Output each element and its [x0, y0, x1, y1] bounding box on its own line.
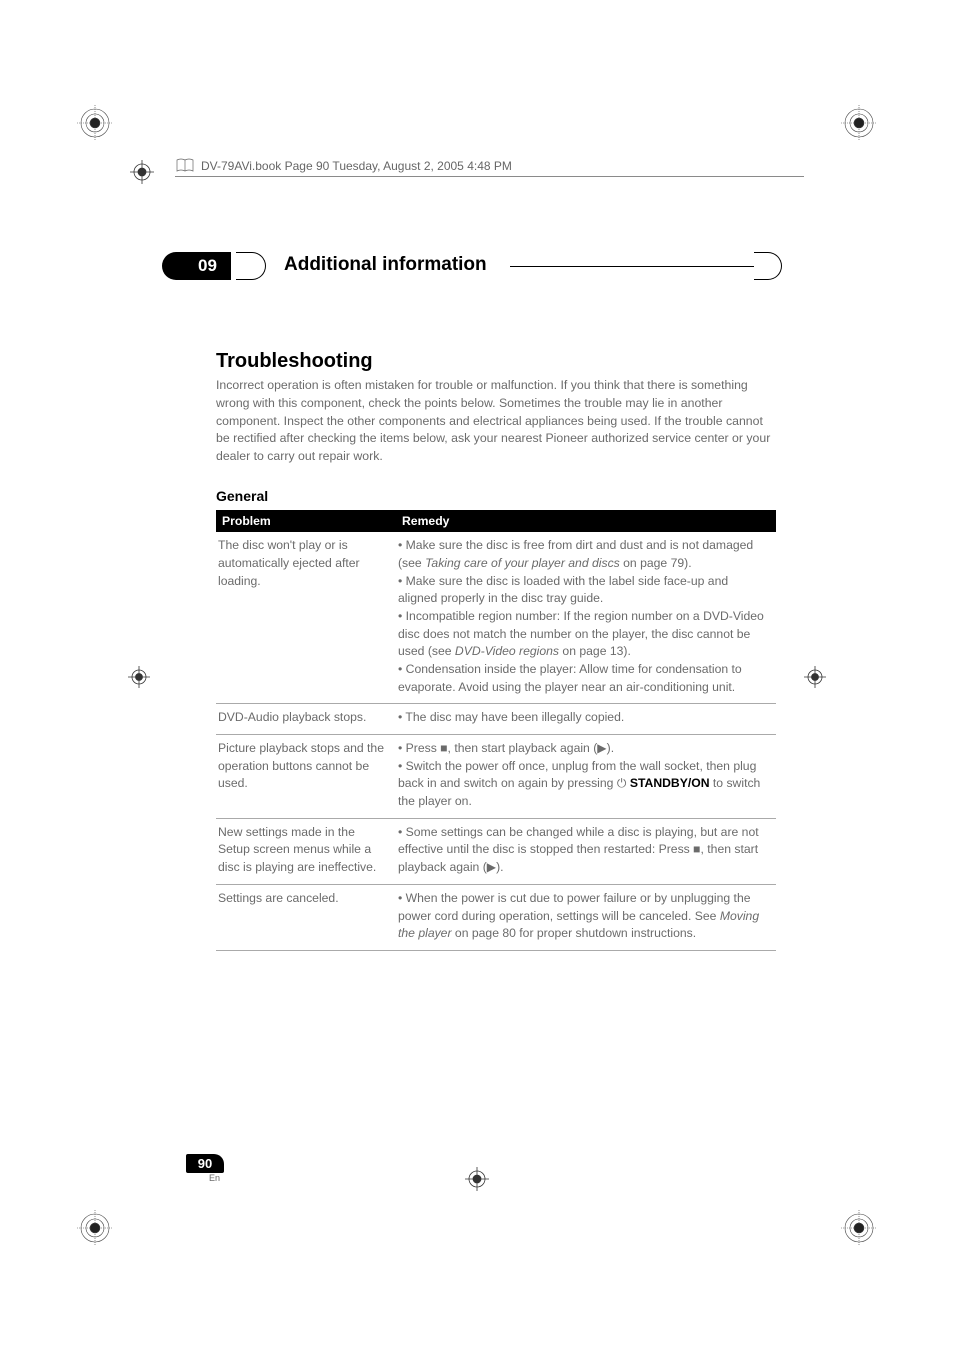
content-area: Troubleshooting Incorrect operation is o… [216, 350, 776, 951]
page-number: 90 [186, 1154, 224, 1173]
chapter-curve [236, 252, 266, 280]
section-header: 09 Additional information [130, 252, 824, 280]
section-header-rule [510, 266, 764, 267]
col-problem: Problem [216, 510, 396, 532]
remedy-cell: • Make sure the disc is free from dirt a… [396, 532, 776, 704]
problem-cell: Picture playback stops and the operation… [216, 735, 396, 819]
reg-mark-tr [838, 102, 880, 144]
remedy-cell: • Some settings can be changed while a d… [396, 818, 776, 884]
book-header-text: DV-79AVi.book Page 90 Tuesday, August 2,… [201, 159, 512, 173]
book-header: DV-79AVi.book Page 90 Tuesday, August 2,… [175, 158, 804, 177]
crop-mark-bottom [465, 1167, 489, 1191]
crop-mark-top [130, 160, 154, 184]
reg-mark-tl [74, 102, 116, 144]
table-row: DVD-Audio playback stops. • The disc may… [216, 704, 776, 735]
table-row: Picture playback stops and the operation… [216, 735, 776, 819]
reg-mark-br [838, 1207, 880, 1249]
troubleshooting-heading: Troubleshooting [216, 350, 776, 373]
page-lang: En [186, 1173, 224, 1183]
book-pages-icon [175, 158, 195, 174]
chapter-number-badge: 09 [162, 252, 231, 280]
remedy-cell: • When the power is cut due to power fai… [396, 884, 776, 950]
general-heading: General [216, 488, 776, 504]
side-mark-right [804, 666, 826, 688]
remedy-cell: • The disc may have been illegally copie… [396, 704, 776, 735]
page-number-badge: 90 En [186, 1154, 224, 1183]
section-header-endcap [754, 252, 782, 280]
problem-cell: DVD-Audio playback stops. [216, 704, 396, 735]
col-remedy: Remedy [396, 510, 776, 532]
power-icon: ⏻ [617, 776, 630, 790]
troubleshooting-intro: Incorrect operation is often mistaken fo… [216, 377, 776, 466]
reg-mark-bl [74, 1207, 116, 1249]
page-root: DV-79AVi.book Page 90 Tuesday, August 2,… [0, 0, 954, 1351]
table-header-row: Problem Remedy [216, 510, 776, 532]
problem-cell: Settings are canceled. [216, 884, 396, 950]
table-row: The disc won't play or is automatically … [216, 532, 776, 704]
table-row: Settings are canceled. • When the power … [216, 884, 776, 950]
table-row: New settings made in the Setup screen me… [216, 818, 776, 884]
problem-cell: The disc won't play or is automatically … [216, 532, 396, 704]
section-title: Additional information [284, 254, 487, 276]
troubleshooting-table: Problem Remedy The disc won't play or is… [216, 510, 776, 951]
side-mark-left [128, 666, 150, 688]
remedy-cell: • Press ■, then start playback again (▶)… [396, 735, 776, 819]
problem-cell: New settings made in the Setup screen me… [216, 818, 396, 884]
